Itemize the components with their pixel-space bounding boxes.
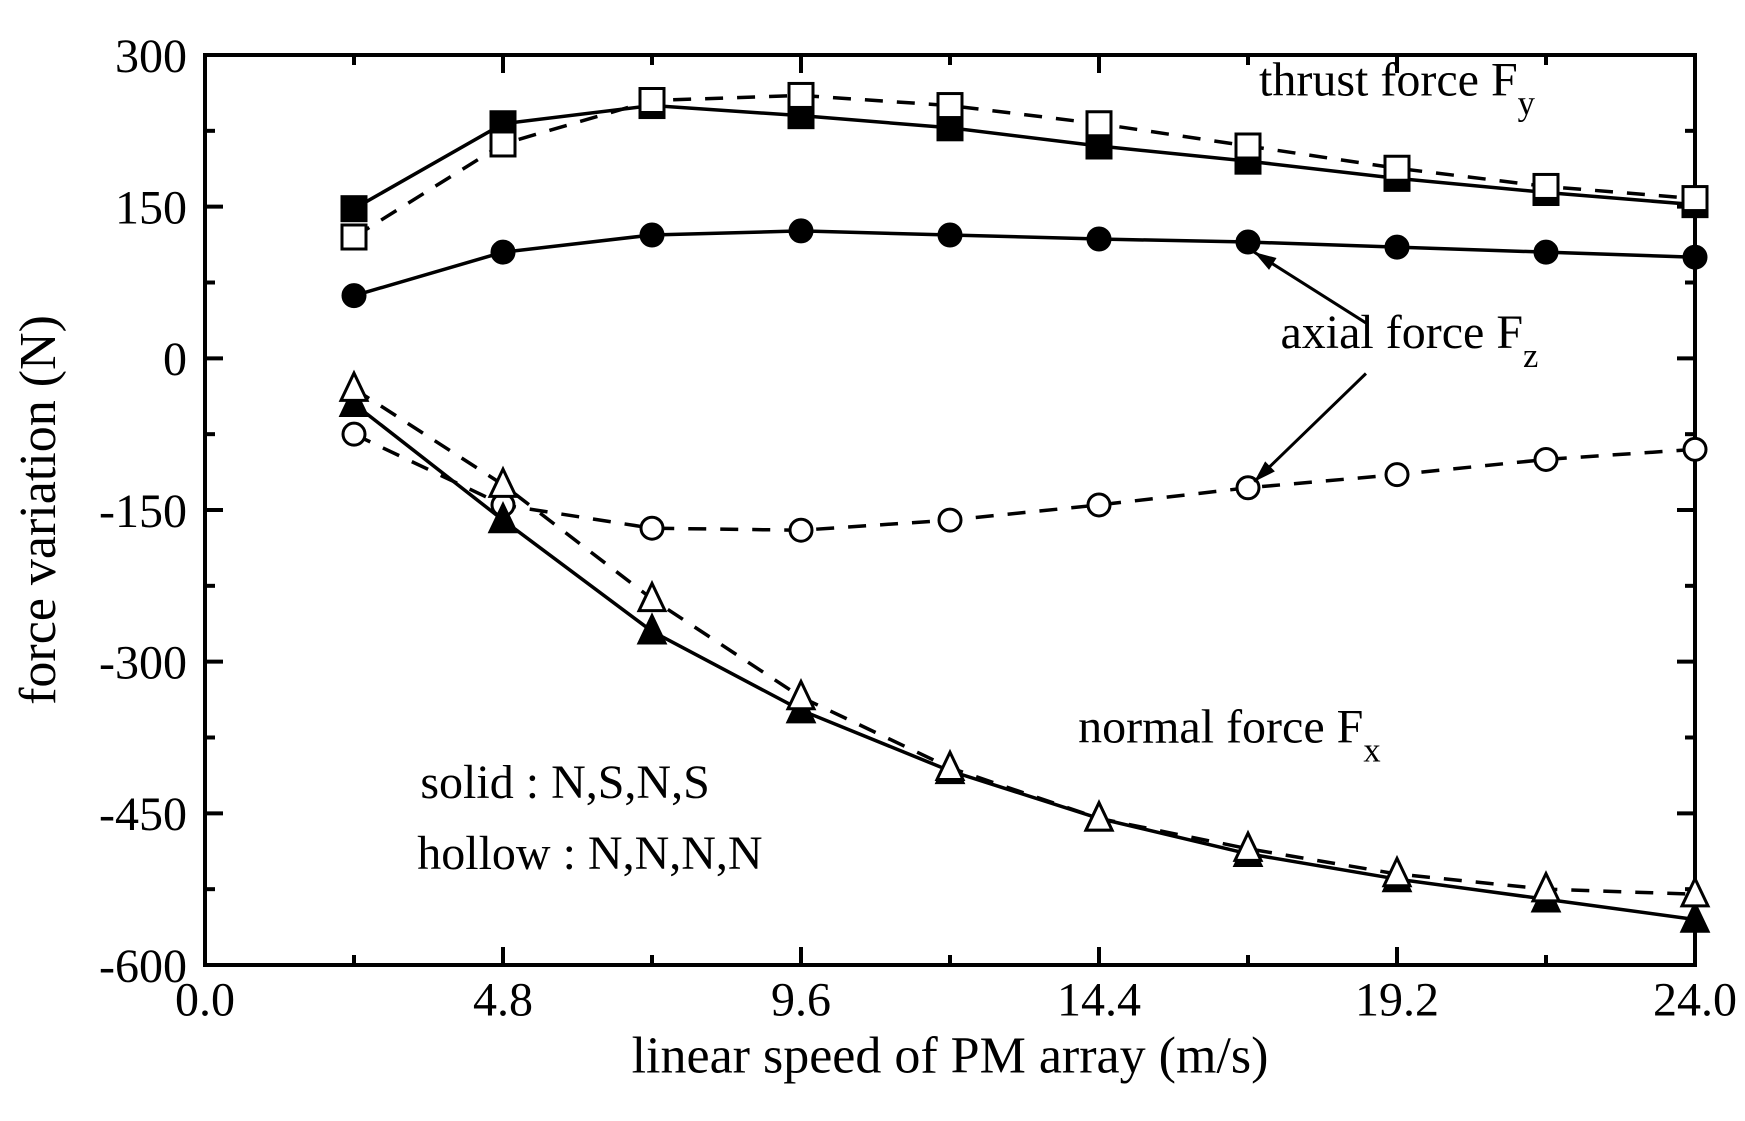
x-tick-label: 4.8 [473,973,533,1026]
y-tick-label: 150 [115,181,187,234]
x-tick-label: 24.0 [1653,973,1737,1026]
y-tick-label: -300 [99,636,187,689]
y-tick-label: 300 [115,30,187,83]
force-variation-chart: 0.04.89.614.419.224.0-600-450-300-150015… [0,0,1745,1121]
annotation-legend_hollow: hollow : N,N,N,N [417,827,762,880]
annotation-legend_solid: solid : N,S,N,S [420,756,709,809]
y-axis-label: force variation (N) [10,315,67,705]
x-tick-label: 19.2 [1355,973,1439,1026]
chart-svg: 0.04.89.614.419.224.0-600-450-300-150015… [0,0,1745,1121]
y-tick-label: -450 [99,788,187,841]
y-tick-label: 0 [163,333,187,386]
y-tick-label: -150 [99,485,187,538]
x-axis-label: linear speed of PM array (m/s) [632,1028,1269,1085]
x-tick-label: 14.4 [1057,973,1141,1026]
y-tick-label: -600 [99,940,187,993]
x-tick-label: 9.6 [771,973,831,1026]
